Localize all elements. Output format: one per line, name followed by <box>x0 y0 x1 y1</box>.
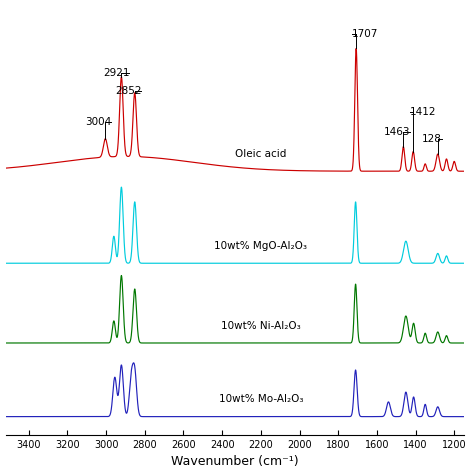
Text: 1412: 1412 <box>410 107 436 117</box>
Text: 2852: 2852 <box>115 86 141 96</box>
Text: 2921: 2921 <box>103 68 130 78</box>
Text: 10wt% Mo-Al₂O₃: 10wt% Mo-Al₂O₃ <box>219 394 303 404</box>
X-axis label: Wavenumber (cm⁻¹): Wavenumber (cm⁻¹) <box>171 456 299 468</box>
Text: 1463: 1463 <box>383 127 410 137</box>
Text: 3004: 3004 <box>85 117 111 127</box>
Text: 10wt% Ni-Al₂O₃: 10wt% Ni-Al₂O₃ <box>221 321 301 331</box>
Text: 128: 128 <box>422 134 442 144</box>
Text: Oleic acid: Oleic acid <box>235 149 286 159</box>
Text: 10wt% MgO-Al₂O₃: 10wt% MgO-Al₂O₃ <box>214 241 307 251</box>
Text: 1707: 1707 <box>351 29 378 39</box>
